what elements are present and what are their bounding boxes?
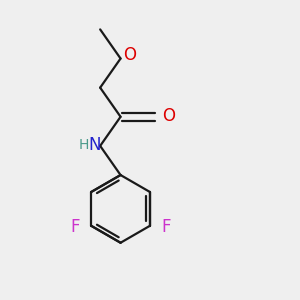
Text: F: F (70, 218, 80, 236)
Text: H: H (79, 138, 89, 152)
Text: O: O (124, 46, 136, 64)
Text: F: F (162, 218, 171, 236)
Text: N: N (88, 136, 101, 154)
Text: O: O (162, 107, 175, 125)
